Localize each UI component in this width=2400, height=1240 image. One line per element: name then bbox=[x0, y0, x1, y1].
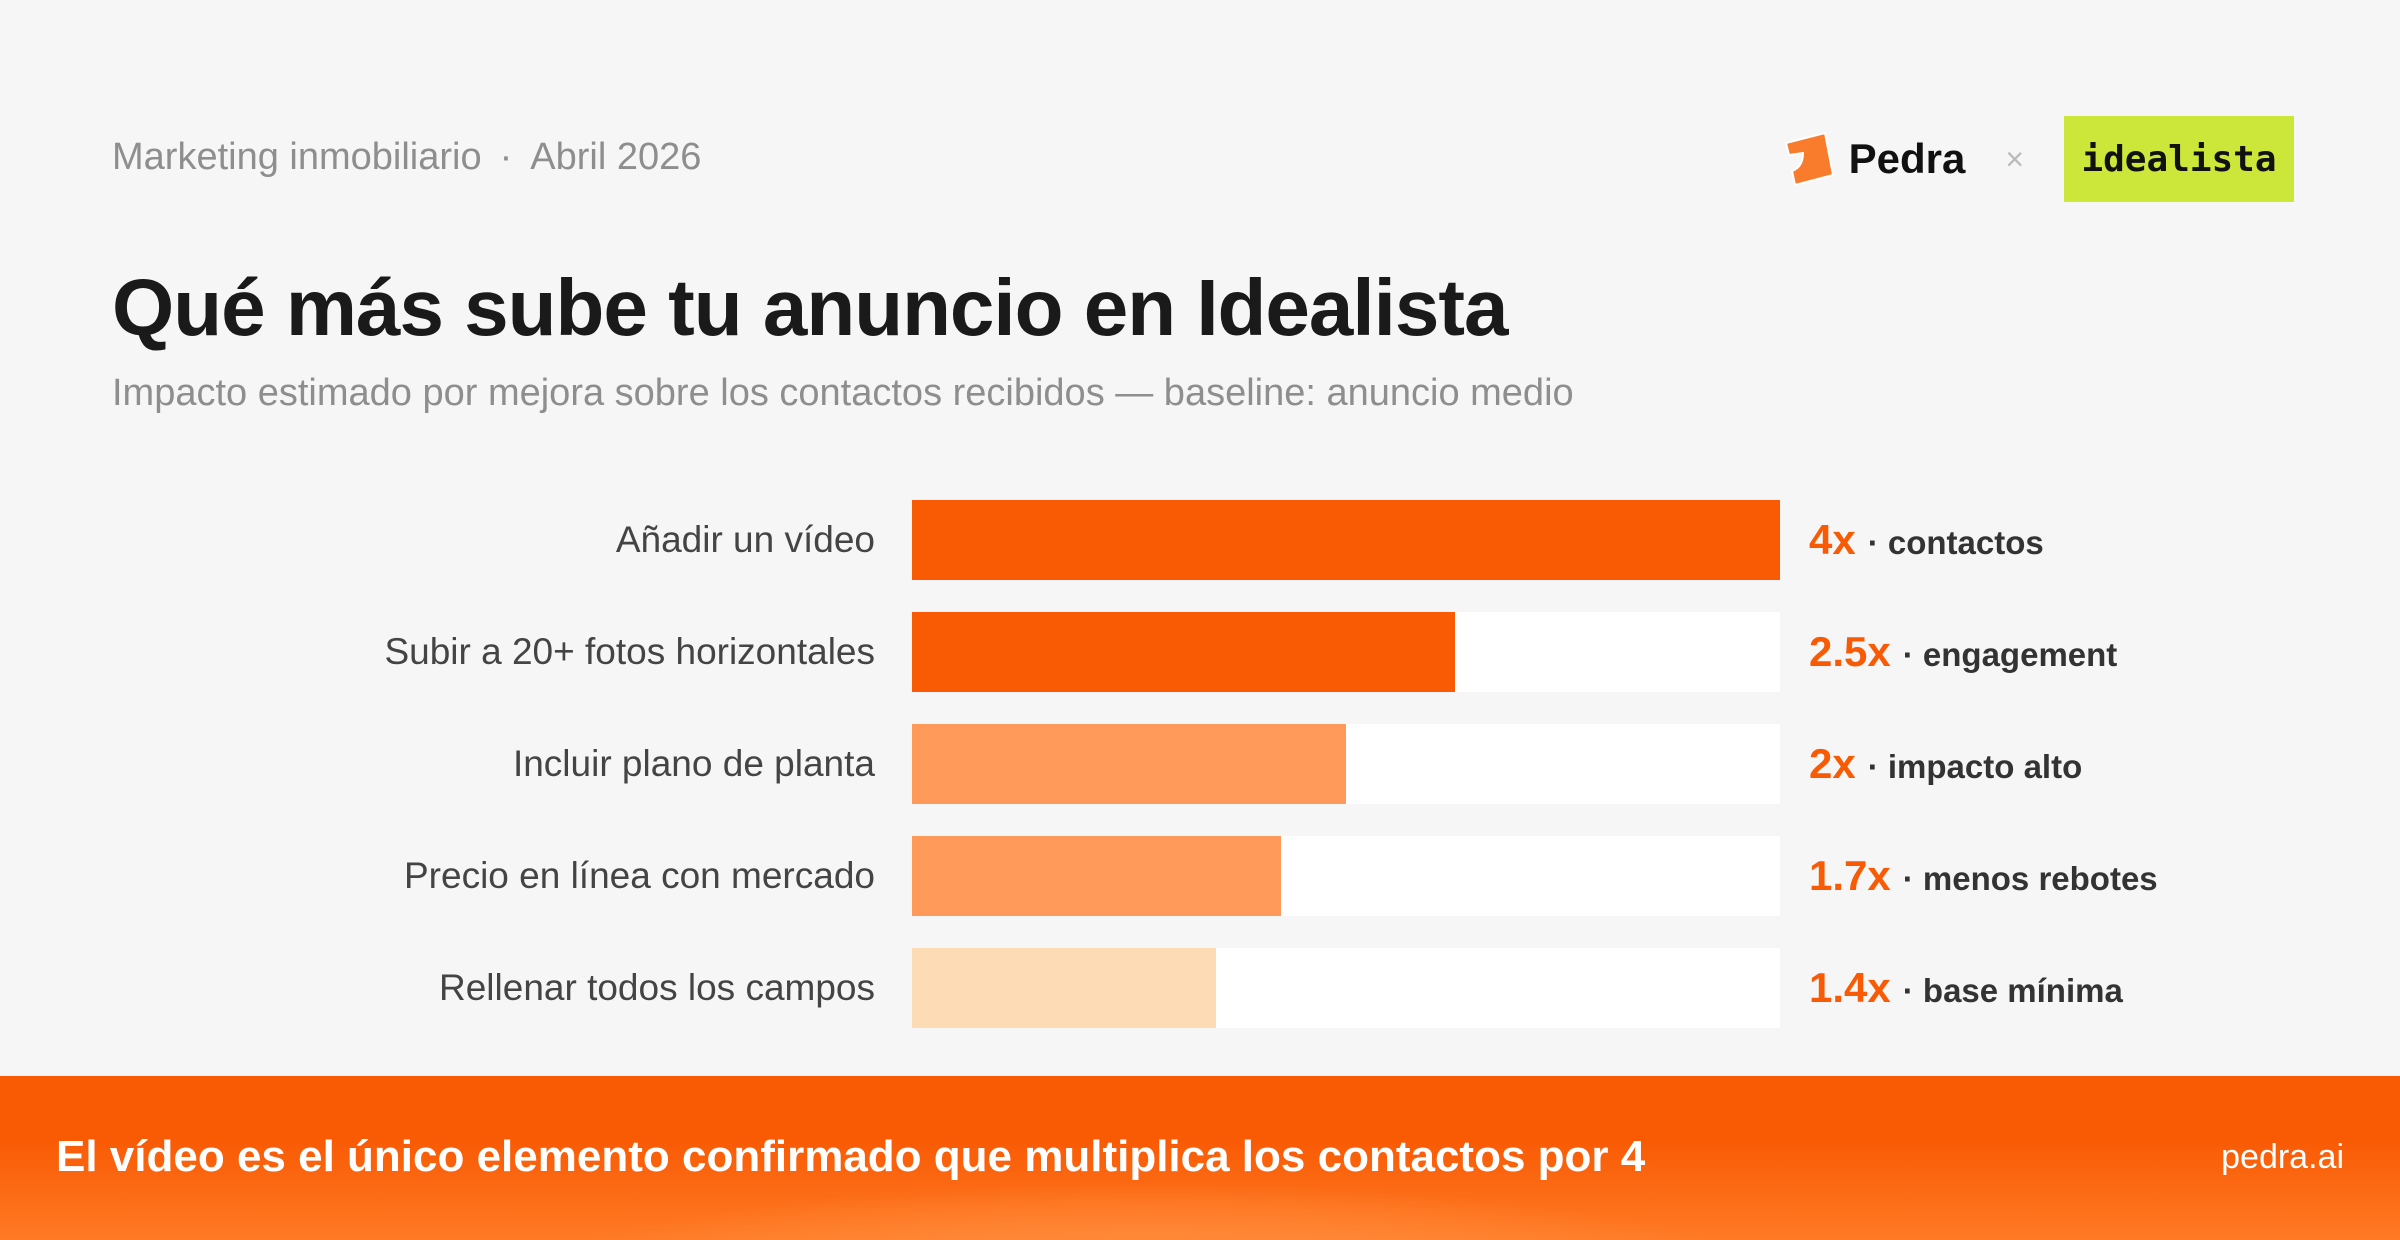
bar bbox=[912, 500, 1780, 580]
value-annotation: · menos rebotes bbox=[1902, 860, 2158, 897]
value-number: 4x bbox=[1809, 516, 1856, 563]
category-label: Precio en línea con mercado bbox=[404, 855, 875, 896]
bar-row: Precio en línea con mercado 1.7x · menos … bbox=[0, 836, 2400, 916]
category-label: Añadir un vídeo bbox=[615, 519, 875, 560]
pedra-name: Pedra bbox=[1848, 135, 1966, 182]
kicker: Marketing inmobiliario · Abril 2026 bbox=[112, 136, 701, 179]
bar bbox=[912, 724, 1346, 804]
footer-banner: El vídeo es el único elemento confirmado… bbox=[0, 1076, 2400, 1240]
bar-row: Subir a 20+ fotos horizontales 2.5x · eng… bbox=[0, 612, 2400, 692]
bar-track bbox=[912, 836, 1780, 916]
value-number: 1.7x bbox=[1809, 852, 1891, 899]
date: Abril 2026 bbox=[530, 136, 702, 178]
value-annotation: · impacto alto bbox=[1867, 748, 2083, 785]
value-annotation: · contactos bbox=[1867, 524, 2044, 561]
category-label: Incluir plano de planta bbox=[512, 743, 875, 784]
footer-message: El vídeo es el único elemento confirmado… bbox=[56, 1132, 1646, 1181]
idealista-logo: idealista bbox=[2064, 116, 2294, 202]
pedra-logo-icon bbox=[1784, 131, 1834, 187]
category-label: Subir a 20+ fotos horizontales bbox=[384, 631, 875, 672]
value-number: 1.4x bbox=[1809, 964, 1891, 1011]
footer-url: pedra.ai bbox=[2221, 1138, 2344, 1176]
value-label: 1.4x · base mínima bbox=[1809, 948, 2123, 1028]
value-number: 2x bbox=[1809, 740, 1856, 787]
category-label: Rellenar todos los campos bbox=[439, 967, 875, 1008]
bar bbox=[912, 948, 1216, 1028]
bar bbox=[912, 612, 1455, 692]
pedra-logo: Pedra bbox=[1783, 131, 1966, 187]
bar-row: Incluir plano de planta 2x · impacto alto bbox=[0, 724, 2400, 804]
bar-track bbox=[912, 948, 1780, 1028]
value-label: 2.5x · engagement bbox=[1809, 612, 2117, 692]
category: Marketing inmobiliario bbox=[112, 136, 482, 178]
value-annotation: · engagement bbox=[1902, 636, 2118, 673]
bar-row: Añadir un vídeo 4x · contactos bbox=[0, 500, 2400, 580]
logos: Pedra × idealista bbox=[1783, 116, 2294, 202]
bar-track bbox=[912, 500, 1780, 580]
value-label: 4x · contactos bbox=[1809, 500, 2044, 580]
value-label: 2x · impacto alto bbox=[1809, 724, 2082, 804]
value-annotation: · base mínima bbox=[1902, 972, 2123, 1009]
bar bbox=[912, 836, 1281, 916]
subtitle: Impacto estimado por mejora sobre los co… bbox=[112, 372, 1574, 414]
bar-track bbox=[912, 612, 1780, 692]
times-sign: × bbox=[2005, 140, 2024, 177]
separator: · bbox=[499, 136, 513, 178]
bar-track bbox=[912, 724, 1780, 804]
value-number: 2.5x bbox=[1809, 628, 1891, 675]
value-label: 1.7x · menos rebotes bbox=[1809, 836, 2158, 916]
page-title: Qué más sube tu anuncio en Idealista bbox=[112, 263, 1508, 352]
bar-row: Rellenar todos los campos 1.4x · base mín… bbox=[0, 948, 2400, 1028]
